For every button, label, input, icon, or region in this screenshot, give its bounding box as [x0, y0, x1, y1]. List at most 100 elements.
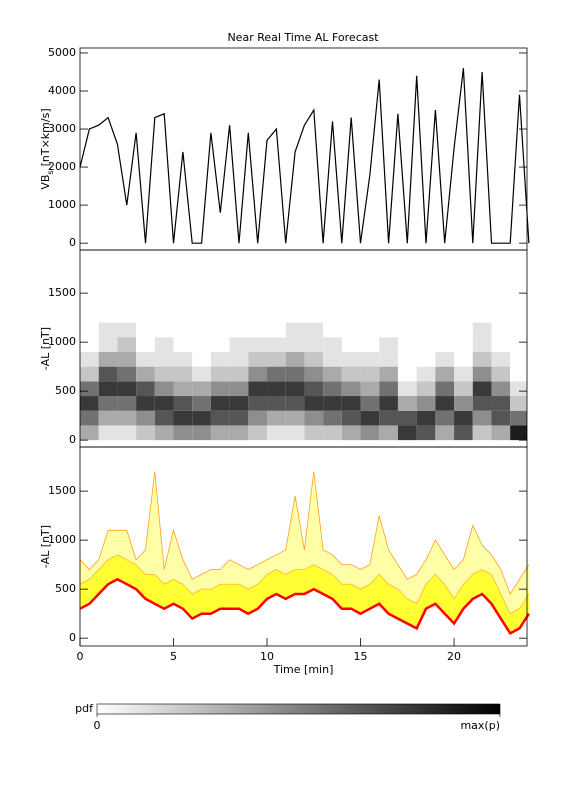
- heat-cell: [210, 366, 230, 382]
- heat-cell: [304, 425, 324, 441]
- heat-cell: [360, 337, 380, 352]
- heat-cell: [472, 337, 492, 352]
- heat-cell: [248, 337, 268, 352]
- heat-cell: [117, 322, 137, 338]
- heat-cell: [304, 351, 324, 367]
- heat-cell: [397, 322, 417, 338]
- heat-cell: [510, 366, 527, 382]
- heat-cell: [510, 410, 527, 426]
- heat-cell: [229, 366, 249, 382]
- heat-cell: [323, 410, 342, 426]
- heat-cell: [192, 425, 211, 441]
- heat-cell: [248, 322, 268, 338]
- heat-cell: [267, 425, 286, 441]
- heat-cell: [210, 351, 230, 367]
- x-tick-label: 5: [170, 650, 177, 663]
- x-tick-label: 10: [260, 650, 274, 663]
- envelope-area: [80, 471, 529, 614]
- heat-cell: [416, 351, 436, 367]
- y-tick-label: 1500: [48, 484, 76, 497]
- heat-cell: [379, 337, 398, 352]
- y-tick-label: 2000: [48, 160, 76, 173]
- heat-cell: [379, 425, 398, 441]
- y-tick-label: 3000: [48, 122, 76, 135]
- y-axis-label-unit: [nT×km/s]: [39, 108, 52, 166]
- heat-cell: [98, 366, 118, 382]
- heat-cell: [472, 425, 492, 441]
- axis-frame: [79, 446, 528, 647]
- heat-cell: [472, 351, 492, 367]
- heat-cell: [510, 396, 527, 411]
- heat-cell: [341, 322, 361, 338]
- heat-cell: [510, 381, 527, 397]
- heat-cell: [416, 366, 436, 382]
- heat-cell: [491, 396, 511, 411]
- heat-cell: [285, 351, 305, 367]
- heat-cell: [192, 322, 211, 338]
- heat-cell: [435, 351, 455, 367]
- heat-cell: [173, 381, 193, 397]
- heat-cell: [454, 337, 473, 352]
- heat-cell: [379, 381, 398, 397]
- heat-cell: [117, 425, 137, 441]
- heat-cell: [397, 410, 417, 426]
- heat-cell: [510, 351, 527, 367]
- colorbar: [96, 703, 501, 715]
- heat-cell: [491, 366, 511, 382]
- heat-cell: [80, 425, 99, 441]
- heat-cell: [323, 351, 342, 367]
- heat-cell: [80, 366, 99, 382]
- heat-cell: [323, 337, 342, 352]
- heat-cell: [210, 381, 230, 397]
- heat-cell: [341, 351, 361, 367]
- heat-cell: [210, 337, 230, 352]
- heat-cell: [397, 366, 417, 382]
- heat-cell: [323, 322, 342, 338]
- y-tick-label: 1000: [48, 533, 76, 546]
- y-tick-label: 0: [69, 631, 76, 644]
- heat-cell: [80, 381, 99, 397]
- y-tick-label: 500: [55, 582, 76, 595]
- heat-cell: [416, 396, 436, 411]
- heat-cell: [173, 410, 193, 426]
- colorbar-tick-label: 0: [94, 719, 101, 732]
- heat-cell: [117, 366, 137, 382]
- heat-cell: [285, 425, 305, 441]
- heat-cell: [248, 366, 268, 382]
- heat-cell: [136, 366, 155, 382]
- panel: [80, 322, 527, 441]
- heat-cell: [192, 381, 211, 397]
- heat-cell: [248, 396, 268, 411]
- y-axis-label: -AL [nT]: [39, 525, 52, 568]
- heat-cell: [154, 351, 174, 367]
- heat-cell: [80, 396, 99, 411]
- heat-cell: [379, 396, 398, 411]
- heat-cell: [379, 322, 398, 338]
- heat-cell: [173, 366, 193, 382]
- y-axis-label: VBs [nT×km/s]: [39, 108, 55, 189]
- heat-cell: [397, 425, 417, 441]
- heat-cell: [360, 425, 380, 441]
- heat-cell: [341, 410, 361, 426]
- x-tick-label: 0: [77, 650, 84, 663]
- y-axis-label: -AL [nT]: [39, 327, 52, 370]
- heat-cell: [360, 322, 380, 338]
- heat-cell: [435, 425, 455, 441]
- heat-cell: [154, 322, 174, 338]
- heat-cell: [397, 351, 417, 367]
- heat-cell: [98, 410, 118, 426]
- heat-cell: [248, 410, 268, 426]
- heat-cell: [136, 337, 155, 352]
- heat-cell: [341, 425, 361, 441]
- heat-cell: [341, 337, 361, 352]
- heat-cell: [173, 396, 193, 411]
- heat-cell: [154, 366, 174, 382]
- colorbar-label: pdf: [75, 702, 94, 715]
- heat-cell: [173, 322, 193, 338]
- heat-cell: [136, 351, 155, 367]
- heat-cell: [154, 381, 174, 397]
- heat-cell: [117, 337, 137, 352]
- chart-title: Near Real Time AL Forecast: [227, 31, 379, 44]
- heat-cell: [80, 322, 99, 338]
- heat-cell: [98, 396, 118, 411]
